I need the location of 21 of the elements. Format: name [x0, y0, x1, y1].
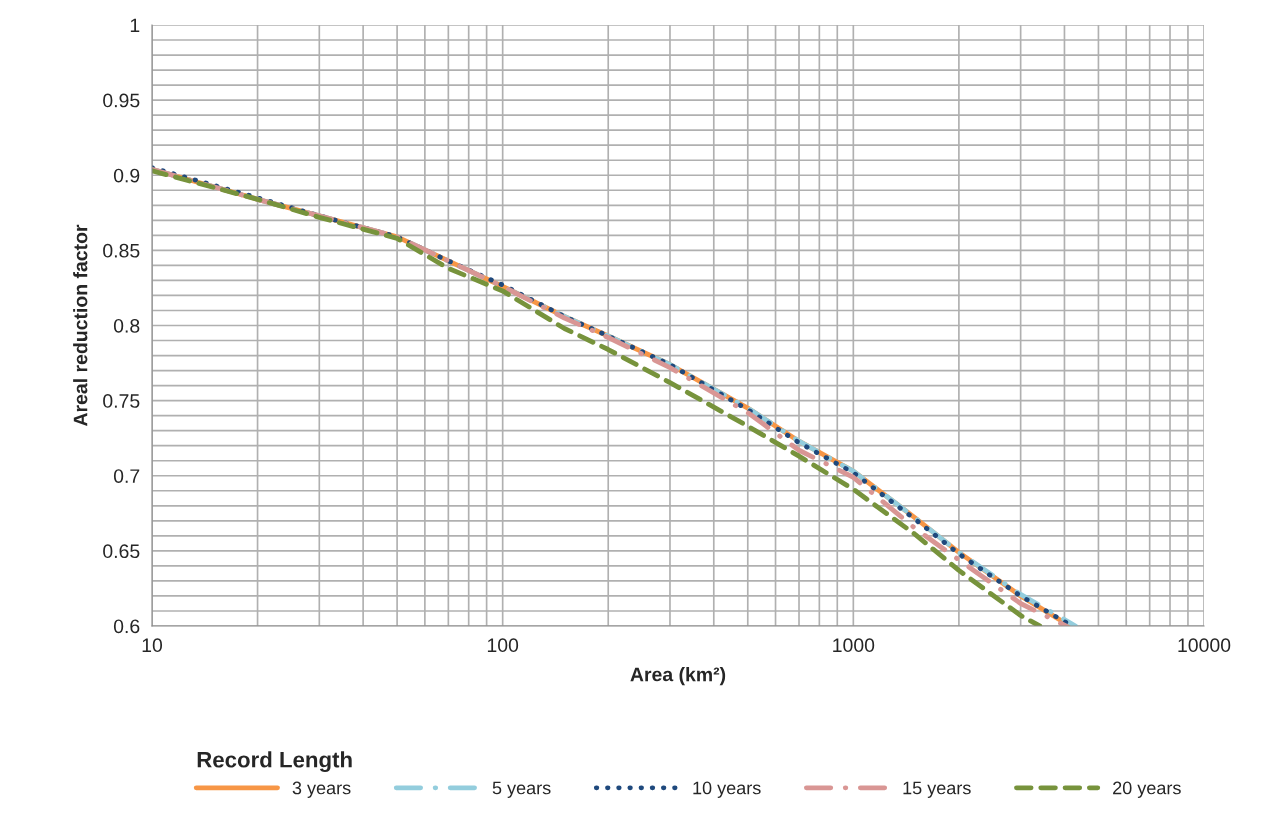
legend-label: 20 years	[1113, 781, 1181, 798]
y-tick-label: 0.65	[103, 544, 140, 559]
x-tick-label: 1000	[833, 638, 875, 653]
y-tick-label: 0.8	[113, 318, 140, 333]
y-tick-label: 1	[130, 18, 140, 33]
x-tick-label: 10000	[1178, 638, 1231, 653]
y-tick-label: 0.75	[103, 394, 140, 408]
y-tick-label: 0.95	[103, 93, 140, 108]
y-tick-label: 0.6	[113, 619, 140, 634]
legend-label: 3 years	[292, 781, 351, 798]
legend-label: 15 years	[903, 781, 971, 798]
legend-label: 5 years	[492, 781, 551, 798]
y-axis-title: Areal reduction factor	[73, 224, 88, 427]
y-tick-label: 0.9	[113, 168, 140, 183]
y-tick-label: 0.7	[113, 469, 140, 483]
legend-title: Record Length	[197, 751, 352, 773]
x-tick-label: 10	[142, 638, 163, 653]
y-tick-label: 0.85	[103, 243, 140, 258]
legend-label: 10 years	[693, 781, 761, 798]
x-tick-label: 100	[487, 638, 519, 653]
x-axis-title: Area (km²)	[630, 667, 726, 686]
